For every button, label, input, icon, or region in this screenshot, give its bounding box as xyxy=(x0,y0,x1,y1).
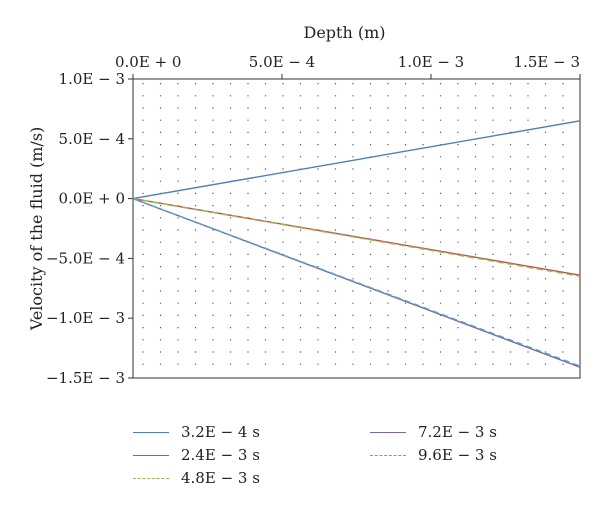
legend-item: 4.8E − 3 s xyxy=(133,468,260,488)
y-tick-label: −5.0E − 4 xyxy=(46,249,125,267)
plot-frame xyxy=(132,78,581,379)
x-tick-label: 5.0E − 4 xyxy=(249,53,315,71)
legend-item: 7.2E − 3 s xyxy=(370,422,497,442)
legend-item: 3.2E − 4 s xyxy=(133,422,260,442)
legend-label: 9.6E − 3 s xyxy=(418,446,497,464)
x-tick-label: 1.0E − 3 xyxy=(398,53,464,71)
y-axis-label: Velocity of the fluid (m/s) xyxy=(27,127,46,332)
series-line xyxy=(132,197,581,278)
legend-label: 7.2E − 3 s xyxy=(418,423,497,441)
legend: 3.2E − 4 s 2.4E − 3 s 4.8E − 3 s 7.2E − 3 s… xyxy=(0,410,600,510)
x-axis-label: Depth (m) xyxy=(303,23,385,42)
axis-ticks: 0.0E + 0 5.0E − 4 1.0E − 3 1.5E − 3 1.0E − 3… xyxy=(46,53,581,387)
y-tick-label: 0.0E + 0 xyxy=(59,190,125,208)
y-tick-label: 5.0E − 4 xyxy=(59,130,125,148)
x-tick-label: 1.5E − 3 xyxy=(514,53,580,71)
plot-grid xyxy=(142,83,564,374)
series-lines xyxy=(132,120,581,368)
legend-label: 4.8E − 3 s xyxy=(181,469,260,487)
legend-label: 3.2E − 4 s xyxy=(181,423,260,441)
series-line xyxy=(132,197,581,276)
legend-swatch xyxy=(133,477,169,479)
legend-swatch xyxy=(370,431,406,433)
y-tick-label: 1.0E − 3 xyxy=(59,70,125,88)
legend-label: 2.4E − 3 s xyxy=(181,446,260,464)
x-tick-label: 0.0E + 0 xyxy=(115,53,181,71)
chart: 0.0E + 0 5.0E − 4 1.0E − 3 1.5E − 3 1.0E − 3… xyxy=(27,23,581,387)
legend-swatch xyxy=(133,454,169,456)
legend-item: 9.6E − 3 s xyxy=(370,445,497,465)
legend-swatch xyxy=(370,454,406,456)
legend-swatch xyxy=(133,431,169,433)
y-tick-label: −1.0E − 3 xyxy=(46,309,125,327)
series-line xyxy=(132,197,581,368)
y-tick-label: −1.5E − 3 xyxy=(46,369,125,387)
legend-item: 2.4E − 3 s xyxy=(133,445,260,465)
series-line xyxy=(132,120,581,200)
